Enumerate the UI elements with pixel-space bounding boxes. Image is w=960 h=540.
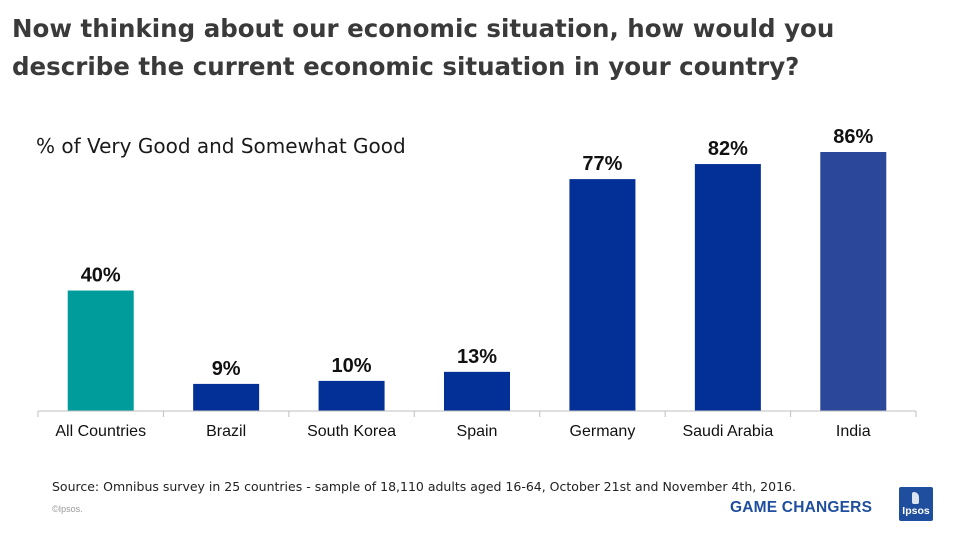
category-labels-group: All Countries Brazil South Korea Spain Germa…: [55, 423, 870, 440]
bar-brazil: [193, 383, 260, 411]
data-label: 77%: [582, 153, 622, 175]
bar-india: [820, 152, 887, 411]
ipsos-logo-text: Ipsos: [902, 505, 930, 517]
data-label: 40%: [81, 265, 121, 287]
data-label: 82%: [708, 138, 748, 160]
data-label: 13%: [457, 346, 497, 368]
bar-saudi-arabia: [694, 164, 761, 411]
category-label: India: [836, 423, 871, 440]
bar-south-korea: [318, 380, 385, 411]
category-label: Brazil: [206, 423, 246, 440]
bar-germany: [569, 179, 636, 411]
category-label: Saudi Arabia: [682, 423, 773, 440]
category-label: Germany: [570, 423, 636, 440]
ipsos-logo: Ipsos: [899, 487, 933, 521]
title-line-2: describe the current economic situation …: [12, 52, 800, 81]
category-label: South Korea: [307, 423, 396, 440]
game-changers-tagline: GAME CHANGERS: [730, 499, 873, 516]
data-label: 86%: [833, 126, 873, 148]
category-label: All Countries: [55, 423, 146, 440]
chart-subtitle: % of Very Good and Somewhat Good: [36, 134, 406, 158]
data-label: 10%: [332, 355, 372, 377]
bar-all-countries: [67, 290, 134, 411]
chart-title: Now thinking about our economic situatio…: [12, 10, 912, 86]
title-line-1: Now thinking about our economic situatio…: [12, 14, 835, 43]
source-note: Source: Omnibus survey in 25 countries -…: [52, 479, 796, 494]
bar-spain: [444, 371, 510, 411]
value-labels-group: 40% 9% 10% 13% 77% 82% 86%: [81, 126, 874, 380]
ticks-group: [37, 411, 917, 417]
copyright-text: ©Ipsos.: [52, 504, 83, 514]
category-label: Spain: [457, 423, 498, 440]
ipsos-logo-mark-icon: [912, 492, 919, 504]
data-label: 9%: [212, 358, 241, 380]
bars-group: [67, 152, 887, 411]
